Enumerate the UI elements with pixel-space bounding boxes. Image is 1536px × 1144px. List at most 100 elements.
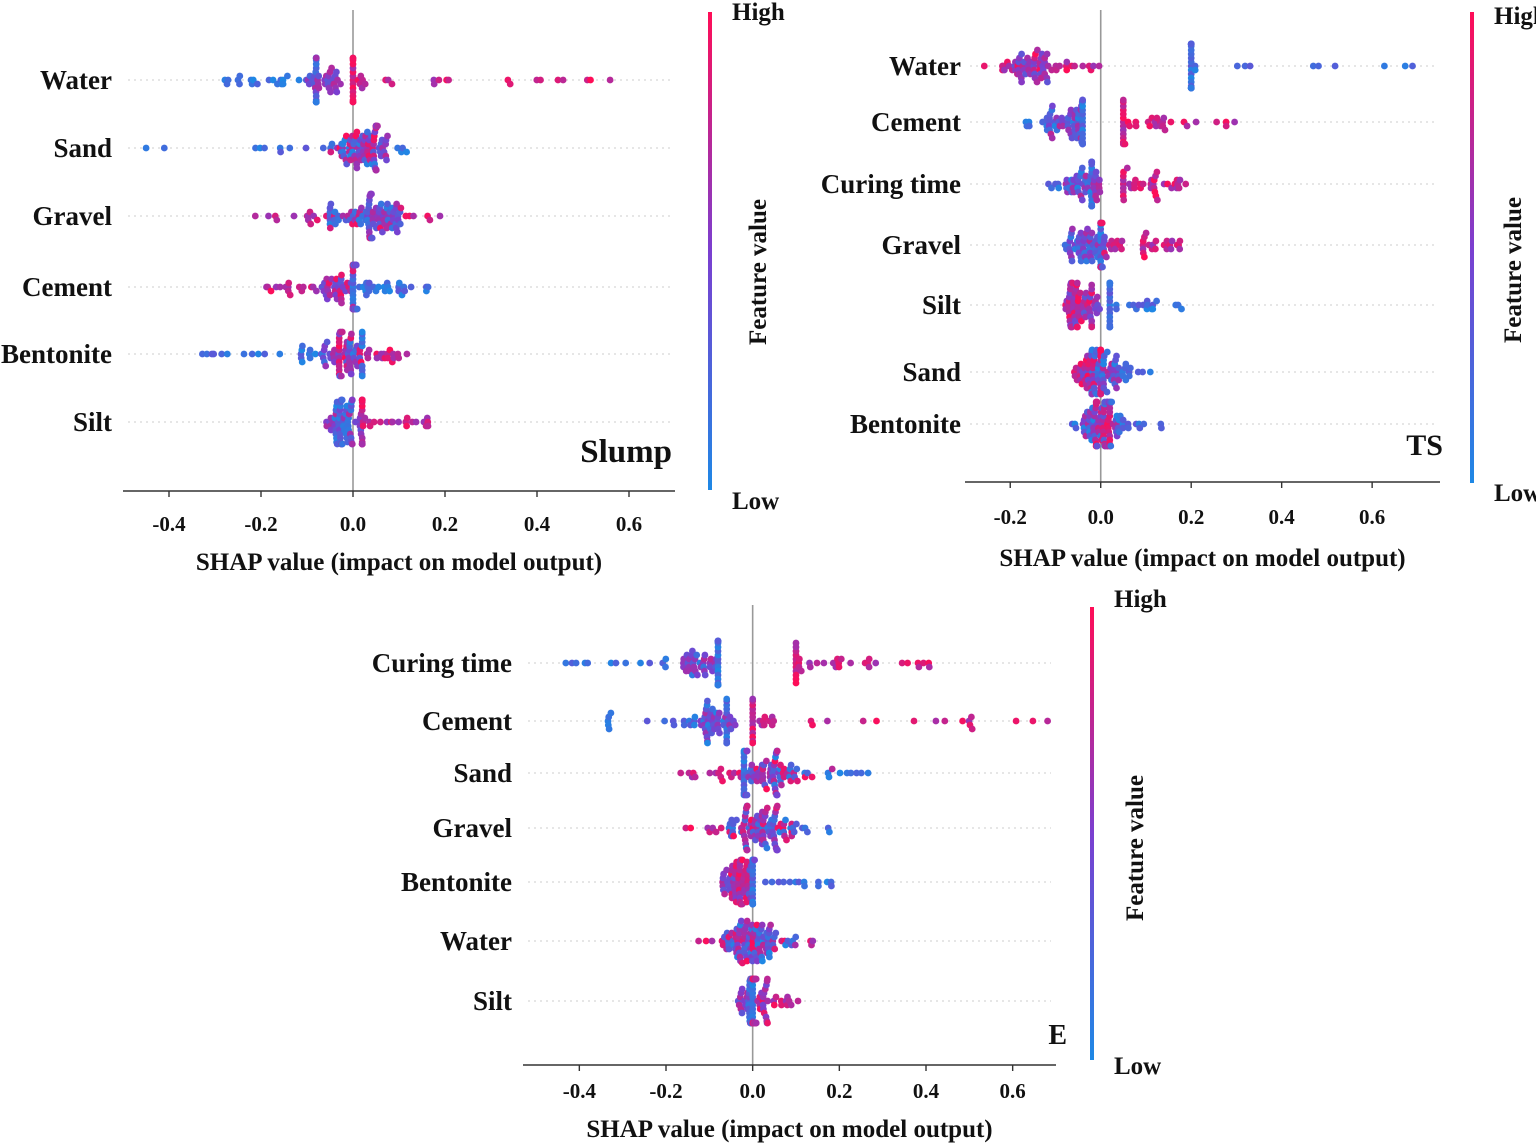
shap-point [377, 200, 385, 208]
shap-point [383, 156, 390, 164]
shap-panel-e: -0.4 -0.2 0.0 0.2 0.4 0.6 SHAP value (impact o… [372, 586, 1167, 1143]
shap-point [725, 945, 733, 953]
shap-point [312, 98, 320, 106]
shap-point [749, 739, 757, 747]
shap-point [1176, 245, 1184, 253]
shap-point [793, 765, 801, 773]
shap-point [368, 234, 376, 242]
shap-point [1079, 140, 1086, 148]
shap-point [1049, 102, 1056, 110]
shap-point [820, 659, 828, 667]
shap-point [368, 190, 375, 198]
shap-point [365, 346, 373, 354]
shap-point [1043, 50, 1051, 58]
feature-label: Gravel [433, 813, 513, 843]
shap-point [506, 80, 514, 88]
shap-point [403, 414, 411, 422]
shap-point [261, 350, 269, 358]
x-tick-label: 0.2 [432, 512, 458, 536]
shap-point [562, 659, 570, 667]
shap-point [1381, 62, 1388, 70]
feature-label: Silt [73, 407, 112, 437]
feature-label: Bentonite [1, 339, 112, 369]
shap-point [333, 88, 341, 96]
shap-point [1213, 118, 1220, 126]
shap-point [353, 128, 361, 136]
shap-point [857, 769, 865, 777]
shap-point [772, 929, 780, 937]
shap-point [1178, 305, 1185, 313]
shap-point [1098, 219, 1106, 227]
shap-point [395, 418, 402, 426]
shap-point [824, 717, 831, 725]
shap-point [1125, 424, 1132, 432]
shap-point [1127, 364, 1134, 372]
colorbar-high-label: High [1494, 3, 1536, 30]
shap-point [348, 440, 356, 448]
shap-point [723, 739, 731, 747]
shap-point [1231, 118, 1238, 126]
shap-point [1331, 62, 1339, 70]
colorbar-high-label: High [1114, 586, 1167, 613]
shap-point [704, 697, 711, 705]
shap-point [783, 836, 790, 844]
shap-point [401, 287, 409, 295]
shap-point [374, 122, 381, 130]
shap-point [1034, 46, 1041, 54]
shap-point [1078, 164, 1086, 172]
shap-point [763, 785, 770, 793]
feature-label: Cement [871, 107, 961, 137]
shap-panel-ts: -0.2 0.0 0.2 0.4 0.6 SHAP value (impact on mo… [821, 3, 1536, 572]
shap-point [764, 997, 772, 1005]
x-tick-label: 0.6 [1359, 505, 1385, 529]
shap-point [763, 757, 770, 765]
shap-point [770, 1001, 778, 1009]
shap-point [764, 975, 771, 983]
shap-point [389, 418, 396, 426]
shap-point [853, 769, 860, 777]
shap-point [1183, 122, 1191, 130]
feature-label: Sand [53, 133, 112, 163]
colorbar [1470, 12, 1474, 483]
shap-point [357, 220, 365, 228]
shap-point [717, 765, 725, 773]
shap-point [277, 148, 284, 156]
feature-label: Water [440, 926, 512, 956]
shap-point [435, 76, 443, 84]
shap-point [646, 659, 654, 667]
shap-point [719, 777, 726, 785]
feature-label: Cement [422, 706, 512, 736]
shap-point [295, 76, 303, 84]
shap-point [714, 681, 722, 689]
shap-point [1071, 62, 1078, 70]
shap-point [1029, 717, 1037, 725]
shap-point [695, 937, 702, 945]
shap-point [637, 659, 644, 667]
shap-point [1120, 196, 1128, 204]
shap-point [752, 1019, 760, 1027]
shap-point [326, 291, 334, 299]
shap-point [753, 921, 761, 929]
shap-point [727, 725, 735, 733]
shap-point [254, 350, 262, 358]
shap-point [377, 418, 384, 426]
shap-point [347, 370, 355, 378]
shap-point [791, 941, 799, 949]
shap-point [1069, 225, 1076, 233]
x-tick-label: 0.4 [1269, 505, 1296, 529]
shap-point [1168, 237, 1176, 245]
shap-point [941, 717, 949, 725]
shap-point [865, 663, 873, 671]
shap-point [682, 824, 690, 832]
shap-point [1088, 281, 1096, 289]
shap-point [319, 144, 327, 152]
shap-point [584, 659, 592, 667]
shap-point [715, 709, 723, 717]
shap-point [1111, 245, 1119, 253]
shap-point [612, 659, 620, 667]
shap-point [436, 212, 444, 220]
shap-point [338, 299, 345, 307]
shap-point [276, 350, 284, 358]
shap-point [1149, 305, 1157, 313]
